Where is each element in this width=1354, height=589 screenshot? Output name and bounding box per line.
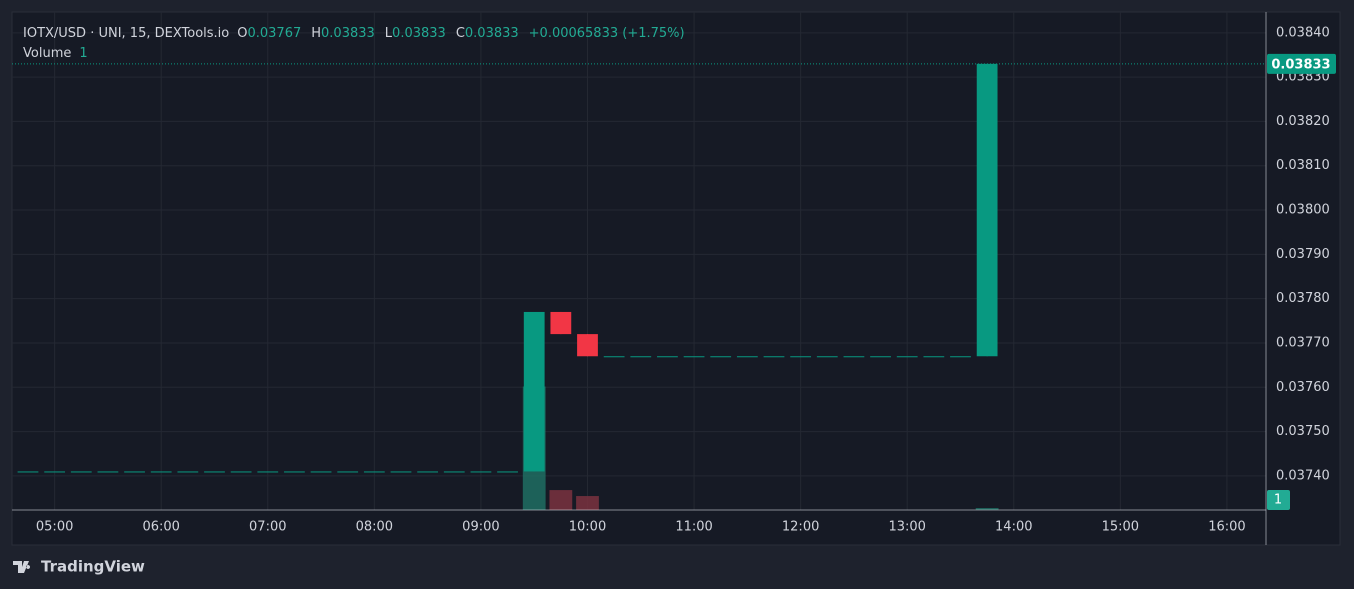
y-tick-label: 0.03790: [1276, 247, 1330, 262]
x-tick-label: 09:00: [462, 520, 499, 535]
y-tick-label: 0.03740: [1276, 468, 1330, 483]
legend-ohlc-label: O: [237, 26, 247, 41]
legend-ohlc-value: 0.03833: [392, 26, 446, 41]
candle-body: [763, 356, 785, 358]
candle-body: [603, 356, 625, 358]
y-tick-label: 0.03840: [1276, 25, 1330, 40]
candle-body: [523, 311, 545, 472]
candle-body: [577, 334, 598, 357]
candle-body: [284, 471, 305, 473]
tradingview-logo: TradingView: [13, 558, 145, 576]
volume-bar: [576, 496, 599, 510]
legend-ohlc-value: 0.03833: [465, 26, 519, 41]
legend-ohlc-label: H: [311, 26, 321, 41]
x-tick-label: 07:00: [249, 520, 286, 535]
volume-badge-label: 1: [1274, 493, 1282, 508]
candle-body: [976, 63, 998, 357]
x-tick-label: 15:00: [1102, 520, 1139, 535]
volume-legend: Volume 1: [23, 46, 88, 61]
candle-body: [443, 471, 465, 473]
last-price-label: 0.03833: [1271, 57, 1330, 72]
candle-body: [683, 356, 705, 358]
axes: 05:00 06:00 07:00 08:00 09:00 10:00 11:00 12:00…: [36, 25, 1336, 535]
x-tick-label: 12:00: [782, 520, 819, 535]
candle-body: [657, 356, 678, 358]
logo-text: TradingView: [41, 558, 145, 576]
candle-body: [630, 356, 652, 358]
candle-body: [390, 471, 412, 473]
y-tick-label: 0.03750: [1276, 424, 1330, 439]
y-tick-label: 0.03800: [1276, 203, 1330, 218]
y-tick-label: 0.03780: [1276, 291, 1330, 306]
x-tick-label: 10:00: [569, 520, 606, 535]
legend-ohlc-value: 0.03767: [247, 26, 301, 41]
logo-icon: [13, 561, 31, 573]
candle-body: [337, 471, 359, 473]
legend-change: +0.00065833 (+1.75%): [529, 26, 685, 41]
candle-body: [843, 356, 865, 358]
y-tick-label: 0.03820: [1276, 114, 1330, 129]
x-tick-label: 14:00: [995, 520, 1032, 535]
candle-body: [923, 356, 945, 358]
candle-layer: [12, 63, 1266, 473]
legend-symbol: IOTX/USD · UNI, 15, DEXTools.io: [23, 26, 229, 41]
legend-ohlc-value: 0.03833: [321, 26, 375, 41]
candle-body: [470, 471, 492, 473]
x-tick-label: 11:00: [675, 520, 712, 535]
legend-ohlc-label: L: [385, 26, 393, 41]
candle-body: [230, 471, 252, 473]
candle-body: [417, 471, 439, 473]
candle-body: [550, 311, 572, 335]
volume-legend-value: 1: [79, 46, 87, 61]
candle-body: [497, 471, 518, 473]
x-tick-label: 13:00: [888, 520, 925, 535]
candle-body: [177, 471, 199, 473]
candle-body: [204, 471, 225, 473]
x-tick-label: 08:00: [356, 520, 393, 535]
volume-legend-label: Volume: [23, 46, 71, 61]
candle-body: [950, 356, 971, 358]
volume-badge: [1267, 490, 1290, 510]
candle-body: [896, 356, 918, 358]
grid: [12, 12, 1266, 510]
candle-body: [816, 356, 838, 358]
candle-body: [17, 471, 39, 473]
y-tick-label: 0.03770: [1276, 335, 1330, 350]
legend: IOTX/USD · UNI, 15, DEXTools.io O0.03767 H…: [23, 26, 685, 41]
candle-body: [97, 471, 119, 473]
y-tick-label: 0.03760: [1276, 380, 1330, 395]
candle-body: [710, 356, 732, 358]
last-price-badge: [1267, 53, 1336, 74]
candle-body: [790, 356, 812, 358]
candle-body: [363, 471, 385, 473]
volume-bar: [975, 508, 999, 510]
x-tick-label: 06:00: [142, 520, 179, 535]
candle-body: [124, 471, 145, 473]
x-tick-label: 05:00: [36, 520, 73, 535]
candle-body: [70, 471, 92, 473]
chart-panel: [11, 11, 1341, 546]
candle-body: [257, 471, 279, 473]
candle-body: [736, 356, 758, 358]
candle-body: [150, 471, 172, 473]
x-tick-label: 16:00: [1208, 520, 1245, 535]
candle-body: [44, 471, 66, 473]
candle-body: [870, 356, 891, 358]
candle-body: [310, 471, 332, 473]
volume-bar: [549, 490, 573, 510]
y-tick-label: 0.03810: [1276, 158, 1330, 173]
legend-ohlc-label: C: [456, 26, 465, 41]
